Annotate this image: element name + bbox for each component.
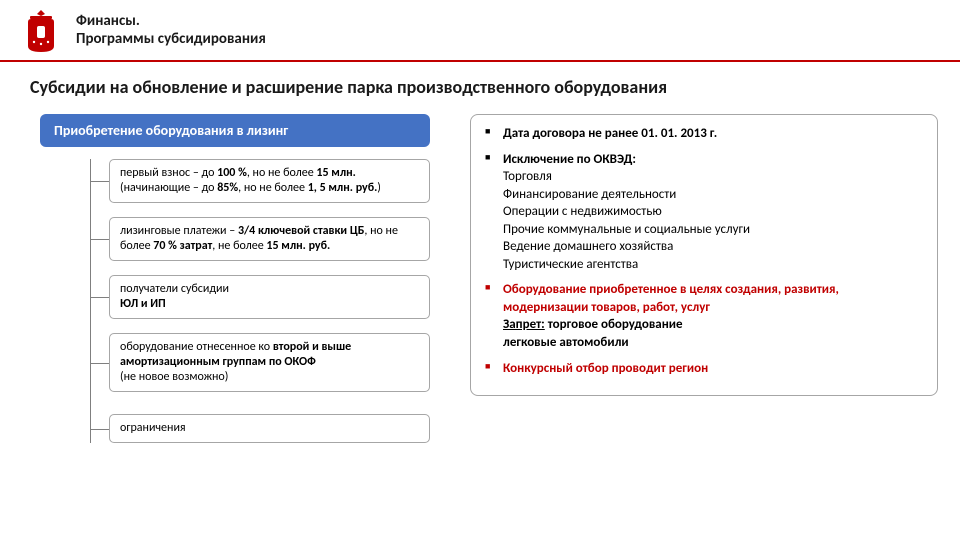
right-item-2-lines: ТорговляФинансирование деятельностиОпера… — [503, 168, 923, 273]
right-item-2-lead: Исключение по ОКВЭД: — [503, 152, 636, 167]
tree-item-4: оборудование отнесенное ко второй и выше… — [109, 333, 430, 392]
leasing-header: Приобретение оборудования в лизинг — [40, 114, 430, 147]
tree-item-2: лизинговые платежи – 3/4 ключевой ставки… — [109, 217, 430, 261]
tree-list: первый взнос – до 100 %, но не более 15 … — [90, 159, 430, 443]
right-item-3: Оборудование приобретенное в целях созда… — [485, 281, 923, 351]
restrictions-list: Дата договора не ранее 01. 01. 2013 г. И… — [485, 125, 923, 377]
page-title: Субсидии на обновление и расширение парк… — [0, 62, 960, 106]
header-line-1: Финансы. — [76, 12, 266, 30]
header-title: Финансы. Программы субсидирования — [76, 8, 266, 48]
right-item-1-text: Дата договора не ранее 01. 01. 2013 г. — [503, 126, 717, 141]
right-item-4-text: Конкурсный отбор проводит регион — [503, 361, 708, 376]
right-item-2: Исключение по ОКВЭД: ТорговляФинансирова… — [485, 151, 923, 274]
header-line-2: Программы субсидирования — [76, 30, 266, 48]
right-column: Дата договора не ранее 01. 01. 2013 г. И… — [470, 114, 938, 457]
coat-of-arms-icon — [20, 8, 62, 54]
right-item-1: Дата договора не ранее 01. 01. 2013 г. — [485, 125, 923, 143]
tree-item-5: ограничения — [109, 414, 430, 443]
right-item-3-lead: Оборудование приобретенное в целях созда… — [503, 282, 839, 315]
left-column: Приобретение оборудования в лизинг первы… — [60, 114, 430, 457]
content-area: Приобретение оборудования в лизинг первы… — [0, 106, 960, 457]
tree-item-3: получатели субсидииЮЛ и ИП — [109, 275, 430, 319]
right-item-4: Конкурсный отбор проводит регион — [485, 360, 923, 378]
tree-item-1: первый взнос – до 100 %, но не более 15 … — [109, 159, 430, 203]
page-header: Финансы. Программы субсидирования — [0, 0, 960, 62]
restrictions-box: Дата договора не ранее 01. 01. 2013 г. И… — [470, 114, 938, 396]
right-item-3-lines: Запрет: торговое оборудованиелегковые ав… — [503, 316, 923, 351]
